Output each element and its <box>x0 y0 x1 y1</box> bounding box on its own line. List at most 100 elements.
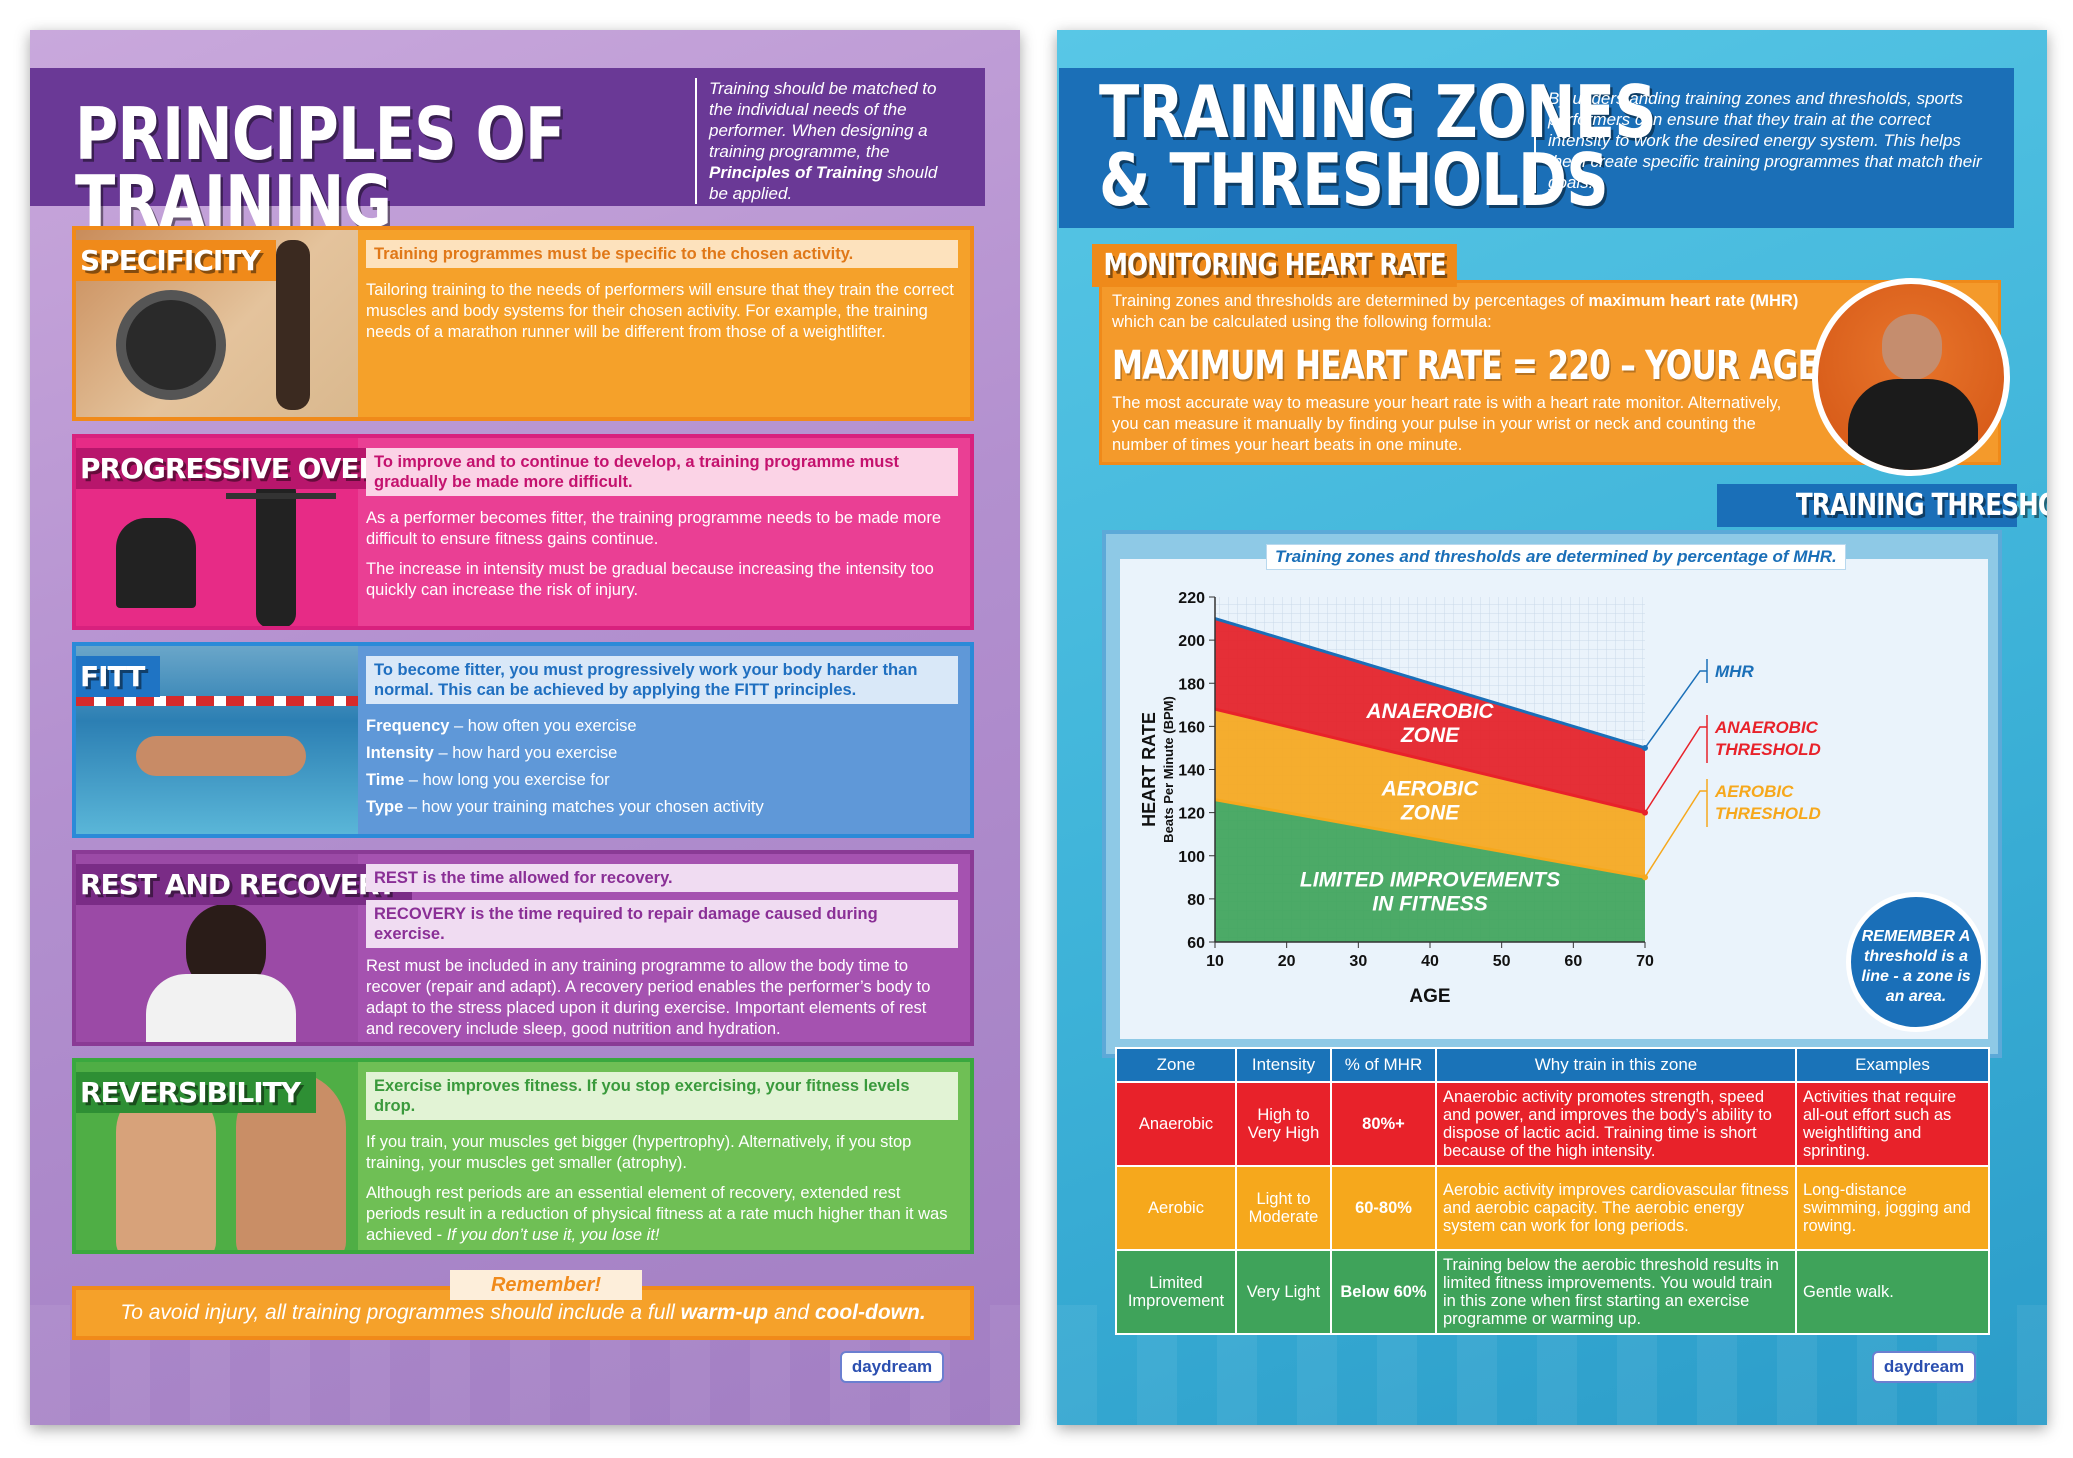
overload-card: PROGRESSIVE OVERLOAD To improve and to c… <box>72 434 974 630</box>
intensity-cell: High to Very High <box>1235 1081 1332 1167</box>
monitoring-label: MONITORING HEART RATE <box>1092 244 1458 287</box>
x-tick-label: 50 <box>1493 953 1511 970</box>
y-tick-label: 120 <box>1178 806 1205 823</box>
y-tick-label: 200 <box>1178 633 1205 650</box>
fitt-type: Type – how your training matches your ch… <box>366 798 764 816</box>
reversibility-label: REVERSIBILITY <box>76 1072 317 1113</box>
daydream-logo: daydream <box>840 1351 944 1383</box>
x-tick-label: 70 <box>1636 953 1654 970</box>
header-examples: Examples <box>1795 1047 1990 1083</box>
fitt-label: FITT <box>76 656 161 697</box>
remember-tag: Remember! <box>450 1270 642 1300</box>
intensity-cell: Light to Moderate <box>1235 1165 1332 1251</box>
header-pct: % of MHR <box>1330 1047 1437 1083</box>
reversibility-body-2: Although rest periods are an essential e… <box>366 1184 948 1244</box>
y-axis-label: HEART RATE <box>1139 712 1159 827</box>
mhr-formula: MAXIMUM HEART RATE = 220 – YOUR AGE <box>1112 343 1819 389</box>
y-axis-sublabel: Beats Per Minute (BPM) <box>1161 696 1176 843</box>
pct-cell: 60-80% <box>1330 1165 1437 1251</box>
header-zone: Zone <box>1115 1047 1237 1083</box>
y-tick-label: 160 <box>1178 719 1205 736</box>
recovery-highlight: RECOVERY is the time required to repair … <box>366 900 958 948</box>
intro-text: Training should be matched to the indivi… <box>695 78 960 204</box>
reversibility-body-1: If you train, your muscles get bigger (h… <box>366 1133 912 1172</box>
reversibility-card: REVERSIBILITY Exercise improves fitness.… <box>72 1058 974 1254</box>
rest-label: REST AND RECOVERY <box>76 864 413 905</box>
intro-text: By understanding training zones and thre… <box>1534 88 1984 193</box>
principles-poster: PRINCIPLES OF TRAINING Training should b… <box>30 30 1020 1425</box>
legend-aerobic-threshold-connector <box>1644 790 1707 878</box>
anaerobic-zone-area <box>1215 618 1645 813</box>
legend-anaerobic-threshold-label: ANAEROBIC <box>1714 718 1819 737</box>
rest-card: REST AND RECOVERY REST is the time allow… <box>72 850 974 1046</box>
intensity-cell: Very Light <box>1235 1249 1332 1335</box>
remember-badge: REMEMBER A threshold is a line - a zone … <box>1846 892 1986 1032</box>
zones-poster: TRAINING ZONES & THRESHOLDS By understan… <box>1057 30 2047 1425</box>
rest-text: REST is the time allowed for recovery. R… <box>366 864 958 1042</box>
x-tick-label: 30 <box>1349 953 1367 970</box>
overload-text: To improve and to continue to develop, a… <box>366 448 958 610</box>
specificity-card: SPECIFICITY Training programmes must be … <box>72 226 974 421</box>
fitt-time: Time – how long you exercise for <box>366 771 610 789</box>
examples-cell: Activities that require all-out effort s… <box>1795 1081 1990 1167</box>
zone-cell: Limited Improvement <box>1115 1249 1237 1335</box>
mhr-line <box>1214 617 1646 750</box>
chart-panel: 60 80 100 120 140 160 180 200 220 10 20 30 40 50 60 70 … <box>1120 559 1988 1039</box>
aerobic-zone-area <box>1215 709 1645 878</box>
legend-aerobic-threshold-label: AEROBIC <box>1714 782 1794 801</box>
table-row: Anaerobic High to Very High 80%+ Anaerob… <box>1115 1081 1990 1167</box>
header-band: PRINCIPLES OF TRAINING Training should b… <box>30 68 985 238</box>
daydream-logo: daydream <box>1872 1351 1976 1383</box>
table-row: Limited Improvement Very Light Below 60%… <box>1115 1249 1990 1335</box>
fitt-card: FITT To become fitter, you must progress… <box>72 642 974 838</box>
reversibility-text: Exercise improves fitness. If you stop e… <box>366 1072 958 1250</box>
aerobic-zone-label-line1: AEROBIC <box>1381 778 1480 801</box>
specificity-label: SPECIFICITY <box>76 240 276 281</box>
fitt-intensity: Intensity – how hard you exercise <box>366 744 618 762</box>
legend-mhr-connector <box>1644 670 1707 749</box>
why-cell: Aerobic activity improves cardiovascular… <box>1435 1165 1797 1251</box>
thresholds-label: TRAINING THRESHOLDS <box>1717 484 2047 527</box>
limited-zone-label-line1: LIMITED IMPROVEMENTS <box>1300 868 1560 891</box>
specificity-body: Tailoring training to the needs of perfo… <box>366 281 954 341</box>
x-tick-label: 60 <box>1564 953 1582 970</box>
y-tick-label: 220 <box>1178 590 1205 607</box>
table-row: Aerobic Light to Moderate 60-80% Aerobic… <box>1115 1165 1990 1251</box>
y-tick-label: 140 <box>1178 763 1205 780</box>
specificity-highlight: Training programmes must be specific to … <box>366 240 958 268</box>
rest-highlight: REST is the time allowed for recovery. <box>366 864 958 892</box>
page-title: TRAINING ZONES & THRESHOLDS <box>1099 70 1657 223</box>
zone-cell: Anaerobic <box>1115 1081 1237 1167</box>
x-tick-label: 10 <box>1206 953 1224 970</box>
fitt-frequency: Frequency – how often you exercise <box>366 717 637 735</box>
y-tick-label: 80 <box>1187 892 1205 909</box>
table-header-row: Zone Intensity % of MHR Why train in thi… <box>1115 1047 1990 1083</box>
legend-aerobic-threshold-label2: THRESHOLD <box>1715 804 1821 823</box>
chart-caption: Training zones and thresholds are determ… <box>1266 544 1846 570</box>
pct-cell: 80%+ <box>1330 1081 1437 1167</box>
anaerobic-zone-label-line2: ZONE <box>1400 724 1460 747</box>
overload-body-1: As a performer becomes fitter, the train… <box>366 509 942 548</box>
why-cell: Anaerobic activity promotes strength, sp… <box>1435 1081 1797 1167</box>
aerobic-threshold-line <box>1214 798 1646 879</box>
examples-cell: Long-distance swimming, jogging and rowi… <box>1795 1165 1990 1251</box>
x-tick-label: 20 <box>1278 953 1296 970</box>
limited-zone-area <box>1215 799 1645 942</box>
examples-cell: Gentle walk. <box>1795 1249 1990 1335</box>
limited-zone-label-line2: IN FITNESS <box>1372 892 1488 915</box>
overload-highlight: To improve and to continue to develop, a… <box>366 448 958 496</box>
header-why: Why train in this zone <box>1435 1047 1797 1083</box>
legend-anaerobic-threshold-connector <box>1644 726 1707 814</box>
legend-mhr-label: MHR <box>1715 662 1754 681</box>
y-tick-label: 60 <box>1187 935 1205 952</box>
overload-body-2: The increase in intensity must be gradua… <box>366 560 934 599</box>
reversibility-highlight: Exercise improves fitness. If you stop e… <box>366 1072 958 1120</box>
zones-table: Zone Intensity % of MHR Why train in thi… <box>1115 1047 1990 1335</box>
why-cell: Training below the aerobic threshold res… <box>1435 1249 1797 1335</box>
specificity-text: Training programmes must be specific to … <box>366 240 958 352</box>
header-band: TRAINING ZONES & THRESHOLDS By understan… <box>1059 68 2014 228</box>
monitoring-body: The most accurate way to measure your he… <box>1112 394 1782 454</box>
x-axis-label: AGE <box>1409 986 1450 1007</box>
anaerobic-zone-label-line1: ANAEROBIC <box>1365 700 1494 723</box>
